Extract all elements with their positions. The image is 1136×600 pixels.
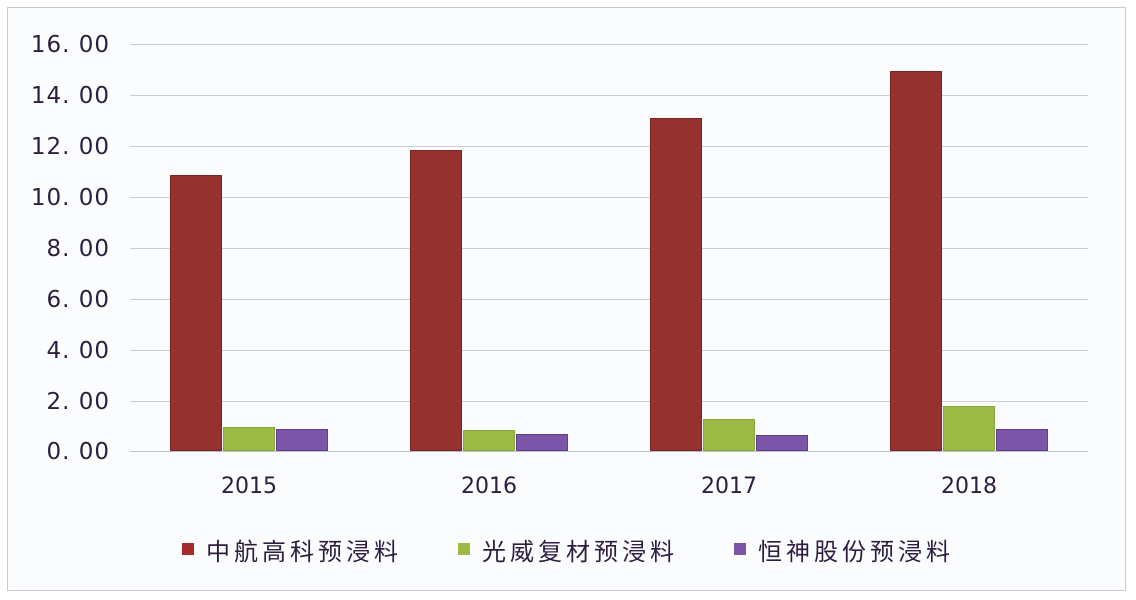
legend: 中航高科预浸料 光威复材预浸料 恒神股份预浸料 [0,534,1136,566]
gridline-16 [130,44,1088,45]
bar-2018-series-2 [996,429,1048,451]
bar-2015-series-1 [223,427,275,451]
y-tick-label: 2. 00 [46,389,110,415]
x-tick-label: 2016 [461,474,517,499]
y-tick-label: 16. 00 [30,32,110,58]
y-tick-label: 6. 00 [46,287,110,313]
x-tick-label: 2015 [221,474,277,499]
gridline-4 [130,350,1088,351]
bar-2016-series-1 [463,430,515,451]
y-tick-label: 14. 00 [30,83,110,109]
gridline-6 [130,299,1088,300]
gridline-14 [130,95,1088,96]
y-tick-label: 0. 00 [46,439,110,465]
bar-2017-series-0 [650,118,702,451]
bar-2016-series-2 [516,434,568,451]
legend-swatch-purple-icon [734,543,746,555]
y-tick-label: 4. 00 [46,338,110,364]
bar-2017-series-1 [703,419,755,451]
legend-label: 中航高科预浸料 [206,537,402,566]
legend-label: 恒神股份预浸料 [758,537,954,566]
y-tick-label: 12. 00 [30,134,110,160]
legend-label: 光威复材预浸料 [482,537,678,566]
gridline-2 [130,401,1088,402]
bar-2015-series-0 [170,175,222,451]
gridline-8 [130,248,1088,249]
bar-2016-series-0 [410,150,462,451]
gridline-10 [130,197,1088,198]
bar-2018-series-1 [943,406,995,451]
x-axis-baseline [130,451,1088,452]
bar-2018-series-0 [890,71,942,451]
y-tick-label: 10. 00 [30,185,110,211]
legend-swatch-green-icon [458,543,470,555]
legend-item-hengshen: 恒神股份预浸料 [734,534,954,566]
x-tick-label: 2018 [941,474,997,499]
gridline-12 [130,146,1088,147]
legend-swatch-red-icon [182,543,194,555]
legend-item-zhonghang: 中航高科预浸料 [182,534,402,566]
bar-2017-series-2 [756,435,808,451]
y-tick-label: 8. 00 [46,236,110,262]
x-tick-label: 2017 [701,474,757,499]
bar-2015-series-2 [276,429,328,451]
legend-item-guangwei: 光威复材预浸料 [458,534,678,566]
